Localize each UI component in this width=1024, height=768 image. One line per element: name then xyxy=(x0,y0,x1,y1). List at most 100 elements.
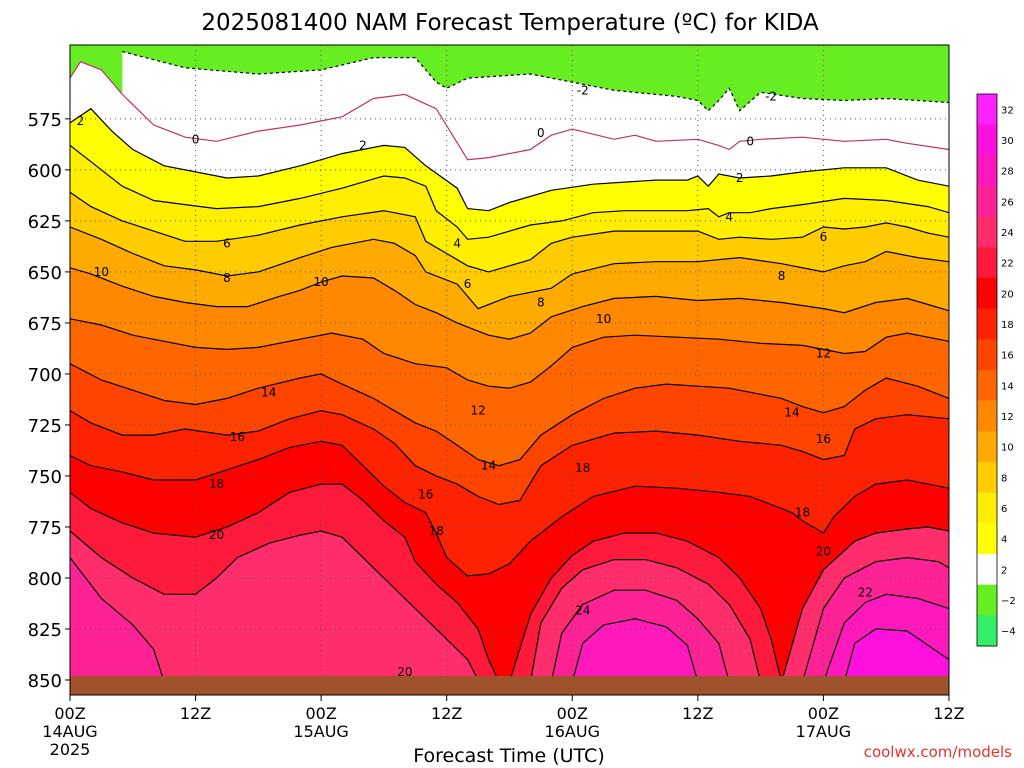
colorbar-label: 24 xyxy=(1001,228,1014,239)
contour-label: 10 xyxy=(596,312,611,326)
colorbar-label: 12 xyxy=(1001,412,1014,423)
contour-line xyxy=(70,226,949,310)
colorbar-swatch xyxy=(977,615,997,647)
band-fill xyxy=(70,531,479,680)
contour-line xyxy=(70,557,165,680)
plot-frame xyxy=(69,44,950,696)
ground-surface xyxy=(70,676,949,695)
x-axis-title: Forecast Time (UTC) xyxy=(413,745,604,767)
x-tick-label: 00Z xyxy=(305,704,336,723)
contour-label: 0 xyxy=(537,126,545,140)
contour-label: 2 xyxy=(359,138,367,152)
band-fill xyxy=(572,618,698,680)
contour-line xyxy=(572,618,698,680)
contour-line xyxy=(844,628,949,680)
colorbar-label: 10 xyxy=(1001,443,1014,454)
y-tick-label: 650 xyxy=(28,263,62,284)
contour-line xyxy=(70,318,949,389)
contour-line xyxy=(70,191,949,273)
colorbar-swatch xyxy=(977,186,997,218)
colorbar-swatch xyxy=(977,400,997,432)
x-tick-label: 12Z xyxy=(682,704,713,723)
contour-label: 10 xyxy=(94,265,109,279)
colorbar-label: 16 xyxy=(1001,351,1014,362)
colorbar-swatch xyxy=(977,247,997,279)
contour-label: 14 xyxy=(784,406,799,420)
contour-label: 20 xyxy=(816,544,831,558)
contour-label: 12 xyxy=(816,347,831,361)
contour-label: 2 xyxy=(77,114,85,128)
contour-label: 12 xyxy=(470,404,485,418)
contour-line xyxy=(70,363,949,467)
x-tick-date: 15AUG xyxy=(293,722,348,741)
colorbar-swatch xyxy=(977,554,997,586)
colorbar-swatch xyxy=(977,278,997,310)
x-tick-label: 00Z xyxy=(54,704,85,723)
y-tick-label: 700 xyxy=(28,365,62,386)
contour-label: 22 xyxy=(858,585,873,599)
colorbar-label: 4 xyxy=(1001,535,1007,546)
x-tick-label: 12Z xyxy=(180,704,211,723)
credit-text: coolwx.com/models xyxy=(864,743,1012,761)
contour-line xyxy=(551,589,730,680)
contour-label: 20 xyxy=(209,528,224,542)
colorbar-swatch xyxy=(977,339,997,371)
contour-label: 0 xyxy=(192,132,200,146)
contour-line xyxy=(823,593,949,680)
contour-label: 16 xyxy=(230,430,245,444)
contour-label: 4 xyxy=(453,236,461,250)
colorbar-label: −4 xyxy=(1001,627,1016,638)
colorbar-label: 14 xyxy=(1001,381,1014,392)
contour-line xyxy=(70,530,479,680)
y-tick-label: 800 xyxy=(28,569,62,590)
contour-label: 18 xyxy=(209,477,224,491)
y-tick-label: 775 xyxy=(28,518,62,539)
contour-label: 2 xyxy=(736,171,744,185)
contour-label: 6 xyxy=(464,277,472,291)
contour-line xyxy=(70,410,949,506)
contour-line xyxy=(802,556,949,680)
contour-label: 18 xyxy=(429,524,444,538)
contour-label: 6 xyxy=(820,230,828,244)
colorbar-label: 8 xyxy=(1001,473,1007,484)
colorbar-swatch xyxy=(977,584,997,616)
contour-label: 0 xyxy=(746,134,754,148)
colorbar-label: −2 xyxy=(1001,596,1016,607)
y-tick-label: 600 xyxy=(28,161,62,182)
colorbar-label: 32 xyxy=(1001,105,1014,116)
y-tick-label: 750 xyxy=(28,467,62,488)
colorbar-swatch xyxy=(977,462,997,494)
x-tick-date: 17AUG xyxy=(796,722,851,741)
colorbar-label: 26 xyxy=(1001,197,1014,208)
y-tick-label: 625 xyxy=(28,212,62,233)
y-tick-label: 675 xyxy=(28,314,62,335)
colorbar-label: 20 xyxy=(1001,289,1014,300)
colorbar-swatch xyxy=(977,492,997,524)
contour-label: 8 xyxy=(778,269,786,283)
contour-label: 14 xyxy=(481,459,496,473)
colorbar-label: 28 xyxy=(1001,167,1014,178)
colorbar-swatch xyxy=(977,523,997,555)
colorbar-swatch xyxy=(977,216,997,248)
contour-label: 8 xyxy=(223,271,231,285)
contour-line xyxy=(509,532,782,680)
contour-label: 6 xyxy=(223,236,231,250)
contour-label: 18 xyxy=(575,461,590,475)
x-tick-label: 00Z xyxy=(557,704,588,723)
contour-label: 8 xyxy=(537,296,545,310)
x-tick-label: 12Z xyxy=(431,704,462,723)
y-tick-label: 850 xyxy=(28,671,62,692)
chart-title: 2025081400 NAM Forecast Temperature (ºC)… xyxy=(201,10,819,36)
x-tick-date: 14AUG xyxy=(42,722,97,741)
contour-label: -2 xyxy=(765,89,777,103)
band-fill xyxy=(844,629,949,680)
contour-label: 20 xyxy=(397,665,412,679)
colorbar-label: 30 xyxy=(1001,136,1014,147)
colorbar-frame xyxy=(976,93,998,647)
contour-line xyxy=(530,558,761,680)
contour-line xyxy=(70,144,949,240)
colorbar-label: 18 xyxy=(1001,320,1014,331)
colorbar-label: 2 xyxy=(1001,565,1007,576)
